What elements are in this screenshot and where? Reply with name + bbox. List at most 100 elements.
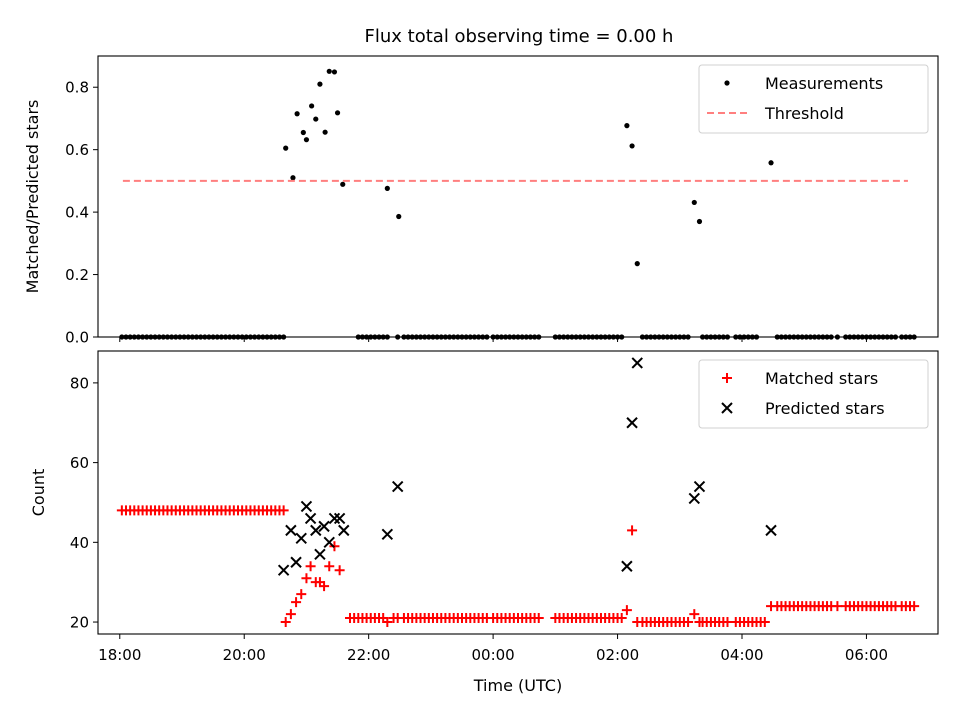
- matched-stars-point: [280, 617, 291, 628]
- y-tick-label: 0.6: [65, 141, 89, 159]
- legend-box: [698, 64, 929, 134]
- matched-stars-point: [759, 617, 770, 628]
- x-tick-label: 04:00: [720, 646, 763, 664]
- matched-stars-point: [285, 609, 296, 620]
- count-panel: 20 40 60 80 18:00 20:00 22:00 00:00 02:00 04:00 0…: [29, 350, 939, 664]
- ratio-y-ticks: 0.0 0.2 0.4 0.6 0.8: [65, 79, 98, 347]
- predicted-stars-point: [621, 560, 633, 572]
- y-tick-label: 80: [70, 374, 89, 392]
- count-x-ticks: 18:00 20:00 22:00 00:00 02:00 04:00 06:00: [98, 634, 888, 664]
- predicted-stars-point: [765, 524, 777, 537]
- legend-box: [698, 359, 929, 429]
- measurements-point: [331, 69, 338, 75]
- ratio-legend: Measurements Threshold: [698, 64, 929, 134]
- matched-stars-point: [291, 597, 302, 608]
- predicted-stars-point: [285, 524, 297, 537]
- figure-title: Flux total observing time = 0.00 h: [365, 26, 674, 47]
- measurements-point: [768, 160, 774, 166]
- measurements-point: [696, 218, 703, 225]
- x-tick-label: 20:00: [223, 646, 266, 664]
- measurements-point: [629, 143, 635, 149]
- predicted-stars-point: [290, 556, 302, 568]
- measurements-point: [290, 175, 296, 181]
- count-marks: [116, 357, 920, 628]
- x-axis-label: Time (UTC): [473, 676, 562, 695]
- measurements-point: [309, 103, 315, 109]
- matched-stars-point: [909, 601, 920, 612]
- matched-stars-point: [324, 561, 335, 572]
- predicted-stars-point: [300, 500, 313, 513]
- y-tick-label: 0.8: [65, 79, 89, 97]
- matched-stars-point: [382, 617, 393, 628]
- measurements-point: [384, 185, 390, 191]
- y-tick-label: 20: [70, 614, 89, 632]
- predicted-stars-point: [333, 512, 346, 525]
- measurements-point: [334, 110, 341, 116]
- ratio-y-axis-label: Matched/Predicted stars: [23, 100, 42, 294]
- predicted-stars-point: [391, 480, 404, 493]
- predicted-stars-point: [631, 357, 643, 369]
- measurements-point: [300, 129, 306, 136]
- predicted-stars-point: [626, 417, 638, 429]
- predicted-stars-point: [328, 512, 341, 525]
- predicted-stars-point: [295, 532, 307, 545]
- y-tick-label: 60: [70, 454, 89, 472]
- measurements-point: [283, 145, 289, 151]
- legend-label-predicted-stars: Predicted stars: [765, 399, 885, 418]
- count-legend: Matched stars Predicted stars: [698, 359, 929, 429]
- measurements-point: [303, 137, 310, 143]
- x-tick-label: 00:00: [471, 646, 514, 664]
- matched-stars-point: [301, 573, 312, 584]
- x-tick-label: 06:00: [845, 646, 888, 664]
- matched-stars-point: [334, 565, 345, 576]
- count-axes-frame: [97, 350, 939, 635]
- matched-stars-point: [689, 609, 700, 620]
- matched-stars-point: [533, 613, 544, 624]
- predicted-stars-point: [381, 528, 394, 541]
- measurements-point: [624, 123, 630, 129]
- matched-stars-point: [296, 589, 307, 600]
- predicted-stars-point: [338, 524, 350, 537]
- predicted-stars-point: [304, 512, 317, 525]
- legend-label-threshold: Threshold: [764, 104, 844, 123]
- count-y-axis-label: Count: [29, 469, 48, 517]
- y-tick-label: 40: [70, 534, 89, 552]
- measurements-point: [396, 213, 402, 220]
- legend-swatch-matched-stars: [722, 373, 732, 383]
- measurements-point: [294, 111, 300, 117]
- legend-swatch-predicted-stars: [721, 402, 733, 414]
- y-tick-label: 0.2: [65, 266, 89, 284]
- predicted-stars-point: [318, 520, 330, 533]
- y-tick-label: 0.4: [65, 204, 89, 222]
- predicted-stars-point: [314, 548, 326, 560]
- measurements-point: [322, 129, 328, 135]
- x-tick-label: 02:00: [596, 646, 639, 664]
- matched-stars-point: [305, 561, 316, 572]
- measurements-point: [691, 199, 697, 206]
- matched-stars-point: [683, 617, 694, 628]
- measurements-point: [634, 261, 640, 267]
- legend-swatch-measurements: [724, 80, 730, 86]
- count-y-ticks: 20 40 60 80: [70, 374, 98, 632]
- predicted-stars-point: [688, 492, 701, 505]
- matched-stars-point: [621, 605, 632, 616]
- ratio-axes-frame: [97, 55, 939, 338]
- ratio-panel: 0.00.20.40.60.8 Matched/Predicted stars …: [23, 55, 939, 347]
- y-tick-label: 0.0: [65, 329, 89, 347]
- measurements-point: [313, 116, 319, 122]
- predicted-stars-point: [693, 480, 706, 493]
- matched-stars-point: [278, 505, 289, 516]
- measurements-point: [317, 81, 323, 87]
- predicted-stars-point: [323, 536, 335, 549]
- x-tick-label: 22:00: [347, 646, 390, 664]
- matched-stars-point: [319, 581, 330, 592]
- matched-stars-point: [627, 525, 638, 536]
- x-tick-label: 18:00: [98, 646, 141, 664]
- predicted-stars-point: [310, 524, 322, 537]
- legend-label-measurements: Measurements: [765, 74, 883, 93]
- measurements-point: [326, 68, 332, 74]
- matched-stars-point: [616, 613, 627, 624]
- predicted-stars-point: [277, 564, 290, 576]
- legend-label-matched-stars: Matched stars: [765, 369, 878, 388]
